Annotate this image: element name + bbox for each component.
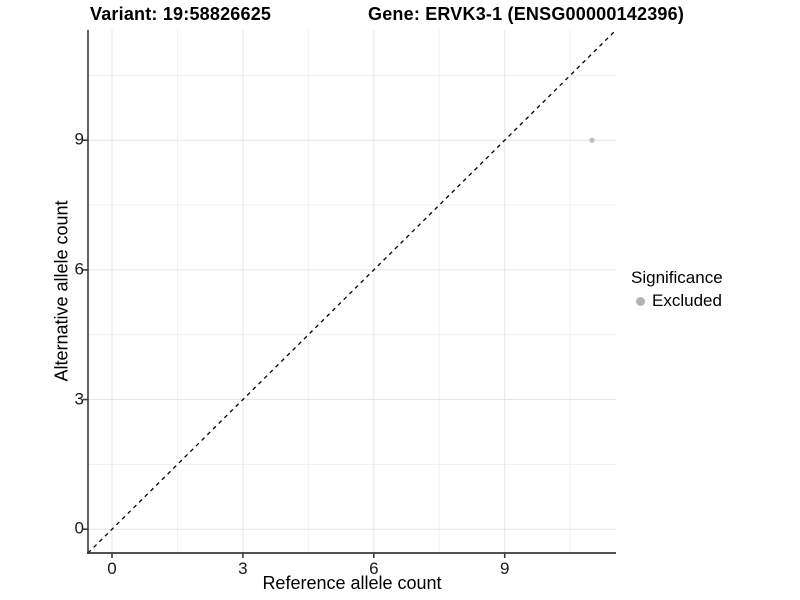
legend-item-excluded: Excluded xyxy=(631,291,723,311)
x-tick-label: 9 xyxy=(499,559,510,578)
legend-item-label: Excluded xyxy=(652,291,722,310)
y-tick-label: 9 xyxy=(74,129,84,149)
variant-title: Variant: 19:58826625 xyxy=(90,4,272,24)
legend-title: Significance xyxy=(631,268,723,287)
excluded-point-marker-icon xyxy=(636,296,645,306)
y-tick-label: 0 xyxy=(74,518,84,538)
gene-title: Gene: ERVK3-1 (ENSG00000142396) xyxy=(368,4,685,24)
x-tick-label: 6 xyxy=(369,559,379,578)
legend: Significance Excluded xyxy=(631,268,723,311)
y-tick-label: 6 xyxy=(74,259,84,279)
x-tick-label: 3 xyxy=(238,559,248,578)
x-axis-title: Reference allele count xyxy=(262,573,442,593)
x-tick-label: 0 xyxy=(107,559,117,578)
y-tick-label: 3 xyxy=(74,389,84,409)
y-axis-title: Alternative allele count xyxy=(51,200,72,382)
